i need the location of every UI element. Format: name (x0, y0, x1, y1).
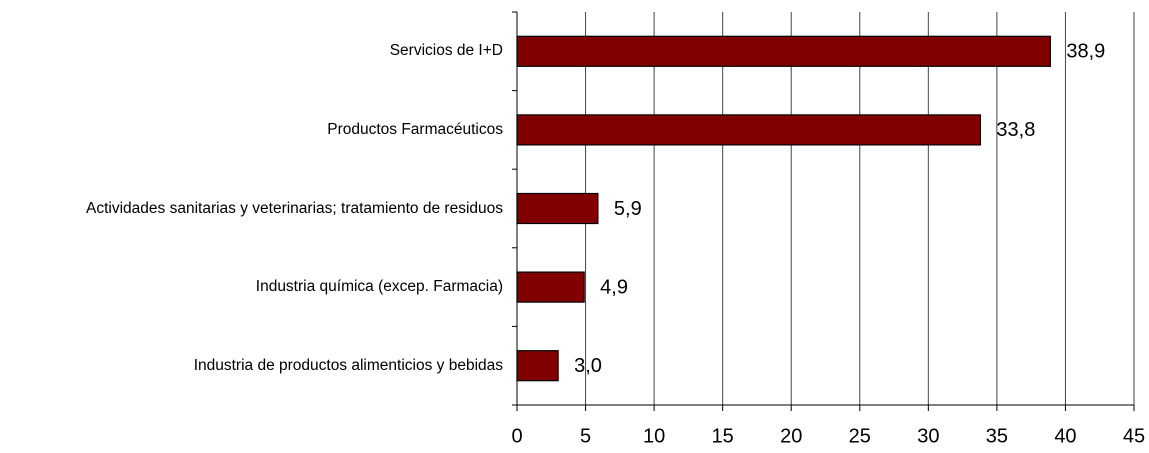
x-tick-label: 5 (580, 425, 591, 447)
x-tick-label: 30 (917, 425, 939, 447)
x-tick-label: 20 (780, 425, 802, 447)
category-label: Productos Farmacéuticos (327, 120, 503, 138)
x-tick-label: 10 (643, 425, 665, 447)
value-label: 38,9 (1066, 41, 1105, 63)
category-label: Actividades sanitarias y veterinarias; t… (86, 199, 503, 217)
value-label: 3,0 (574, 355, 602, 377)
bar (516, 114, 982, 146)
bar (516, 35, 1051, 67)
x-tick-label: 25 (849, 425, 871, 447)
category-label: Industria de productos alimenticios y be… (193, 356, 503, 374)
category-label: Industria química (excep. Farmacia) (255, 278, 503, 296)
value-label: 5,9 (614, 198, 642, 220)
x-tick-label: 15 (712, 425, 734, 447)
bar (516, 192, 599, 225)
category-label: Servicios de I+D (389, 42, 503, 60)
x-tick-label: 40 (1054, 425, 1076, 447)
x-tick-label: 45 (1123, 425, 1145, 447)
x-tick-label: 35 (986, 425, 1008, 447)
value-label: 4,9 (600, 276, 628, 298)
value-label: 33,8 (996, 119, 1035, 141)
x-tick-label: 0 (511, 425, 522, 447)
bar (516, 271, 585, 303)
bar (516, 350, 559, 382)
